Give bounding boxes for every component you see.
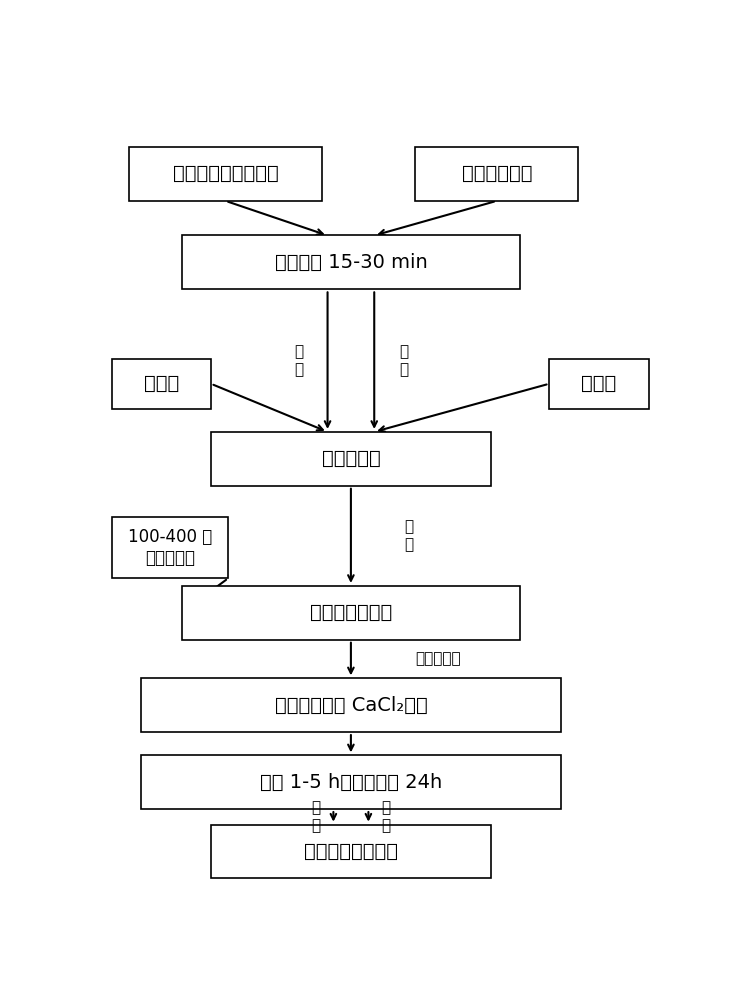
Text: 含铁胶状混合液: 含铁胶状混合液 [309, 603, 392, 622]
FancyBboxPatch shape [130, 147, 322, 201]
FancyBboxPatch shape [141, 678, 561, 732]
Text: 超声混匀 15-30 min: 超声混匀 15-30 min [275, 253, 427, 272]
FancyBboxPatch shape [181, 586, 520, 640]
Text: 100-400 目
酸洗零价铁: 100-400 目 酸洗零价铁 [128, 528, 212, 567]
FancyBboxPatch shape [141, 755, 561, 809]
FancyBboxPatch shape [211, 432, 491, 486]
Text: 交联 1-5 h，低温养护 24h: 交联 1-5 h，低温养护 24h [260, 773, 442, 792]
Text: 有机碳: 有机碳 [581, 374, 617, 393]
FancyBboxPatch shape [211, 825, 491, 878]
FancyBboxPatch shape [549, 359, 648, 409]
Text: 针筒注射器: 针筒注射器 [416, 652, 462, 666]
Text: 高温热解制备生物炭: 高温热解制备生物炭 [172, 164, 279, 183]
Text: 结冷胶: 结冷胶 [144, 374, 179, 393]
FancyBboxPatch shape [111, 359, 211, 409]
Text: 加
热: 加 热 [294, 344, 303, 377]
FancyBboxPatch shape [181, 235, 520, 289]
Text: 除氧去离子水: 除氧去离子水 [462, 164, 532, 183]
FancyBboxPatch shape [111, 517, 228, 578]
Text: 滴入一定浓度 CaCl₂溶液: 滴入一定浓度 CaCl₂溶液 [275, 696, 427, 715]
Text: 搅
拌: 搅 拌 [404, 520, 414, 552]
Text: 搅
拌: 搅 拌 [399, 344, 408, 377]
Text: 胶状混合液: 胶状混合液 [322, 449, 380, 468]
Text: 缓释复合修复材料: 缓释复合修复材料 [304, 842, 398, 861]
Text: 洗
涤: 洗 涤 [311, 801, 321, 833]
Text: 风
干: 风 干 [381, 801, 391, 833]
FancyBboxPatch shape [415, 147, 578, 201]
